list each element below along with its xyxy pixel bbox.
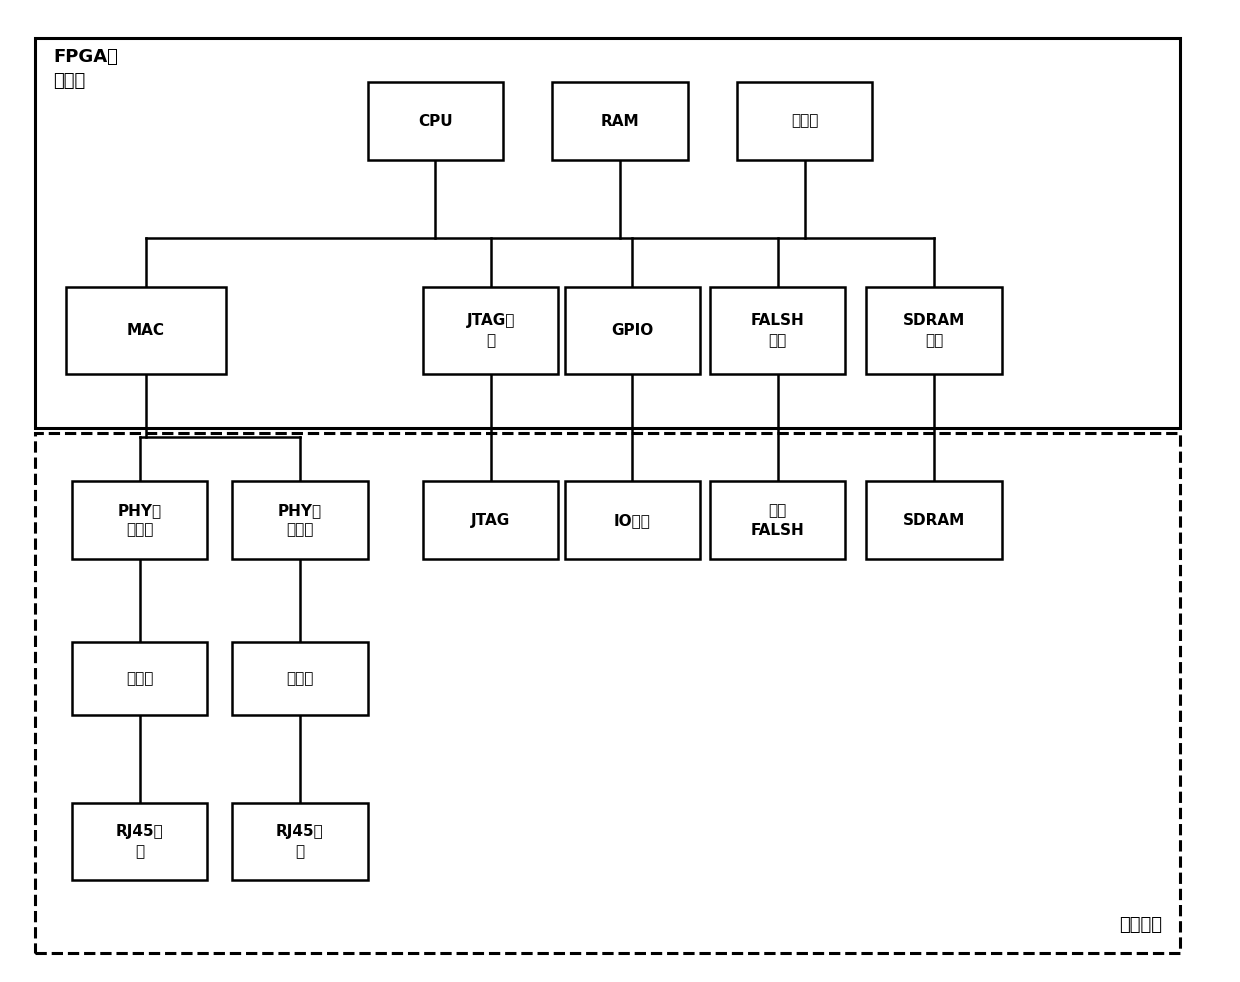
Bar (72, 642, 207, 715)
Bar (66, 287, 226, 374)
Bar (423, 481, 558, 559)
Text: 变压器: 变压器 (126, 671, 154, 686)
Text: RJ45接
口: RJ45接 口 (275, 824, 324, 859)
Bar (737, 82, 873, 160)
Bar (367, 82, 503, 160)
Text: 定时器: 定时器 (791, 114, 818, 129)
Text: RAM: RAM (600, 114, 640, 129)
Bar (711, 287, 846, 374)
Text: JTAG: JTAG (471, 513, 511, 527)
Bar (232, 642, 367, 715)
Bar (564, 481, 701, 559)
Bar (72, 481, 207, 559)
Text: GPIO: GPIO (611, 323, 653, 338)
Text: CPU: CPU (418, 114, 453, 129)
Bar (867, 287, 1002, 374)
Bar (35, 38, 1180, 428)
Text: PHY网
络芯片: PHY网 络芯片 (118, 503, 161, 537)
Text: SDRAM
驱动: SDRAM 驱动 (903, 313, 965, 348)
Bar (232, 481, 367, 559)
Bar (72, 802, 207, 881)
Text: 变压器: 变压器 (286, 671, 314, 686)
Text: IO设备: IO设备 (614, 513, 651, 527)
Text: JTAG驱
动: JTAG驱 动 (466, 313, 515, 348)
Text: FALSH
驱动: FALSH 驱动 (750, 313, 805, 348)
Bar (711, 481, 846, 559)
Text: FPGA逻
辑硬件: FPGA逻 辑硬件 (53, 48, 118, 89)
Bar (867, 481, 1002, 559)
Bar (564, 287, 701, 374)
Text: 物理硬件: 物理硬件 (1118, 916, 1162, 934)
Bar (35, 433, 1180, 954)
Text: 串行
FALSH: 串行 FALSH (750, 503, 805, 537)
Bar (232, 802, 367, 881)
Text: SDRAM: SDRAM (903, 513, 965, 527)
Text: PHY网
络芯片: PHY网 络芯片 (278, 503, 322, 537)
Bar (552, 82, 688, 160)
Text: MAC: MAC (126, 323, 165, 338)
Text: RJ45接
口: RJ45接 口 (115, 824, 164, 859)
Bar (423, 287, 558, 374)
